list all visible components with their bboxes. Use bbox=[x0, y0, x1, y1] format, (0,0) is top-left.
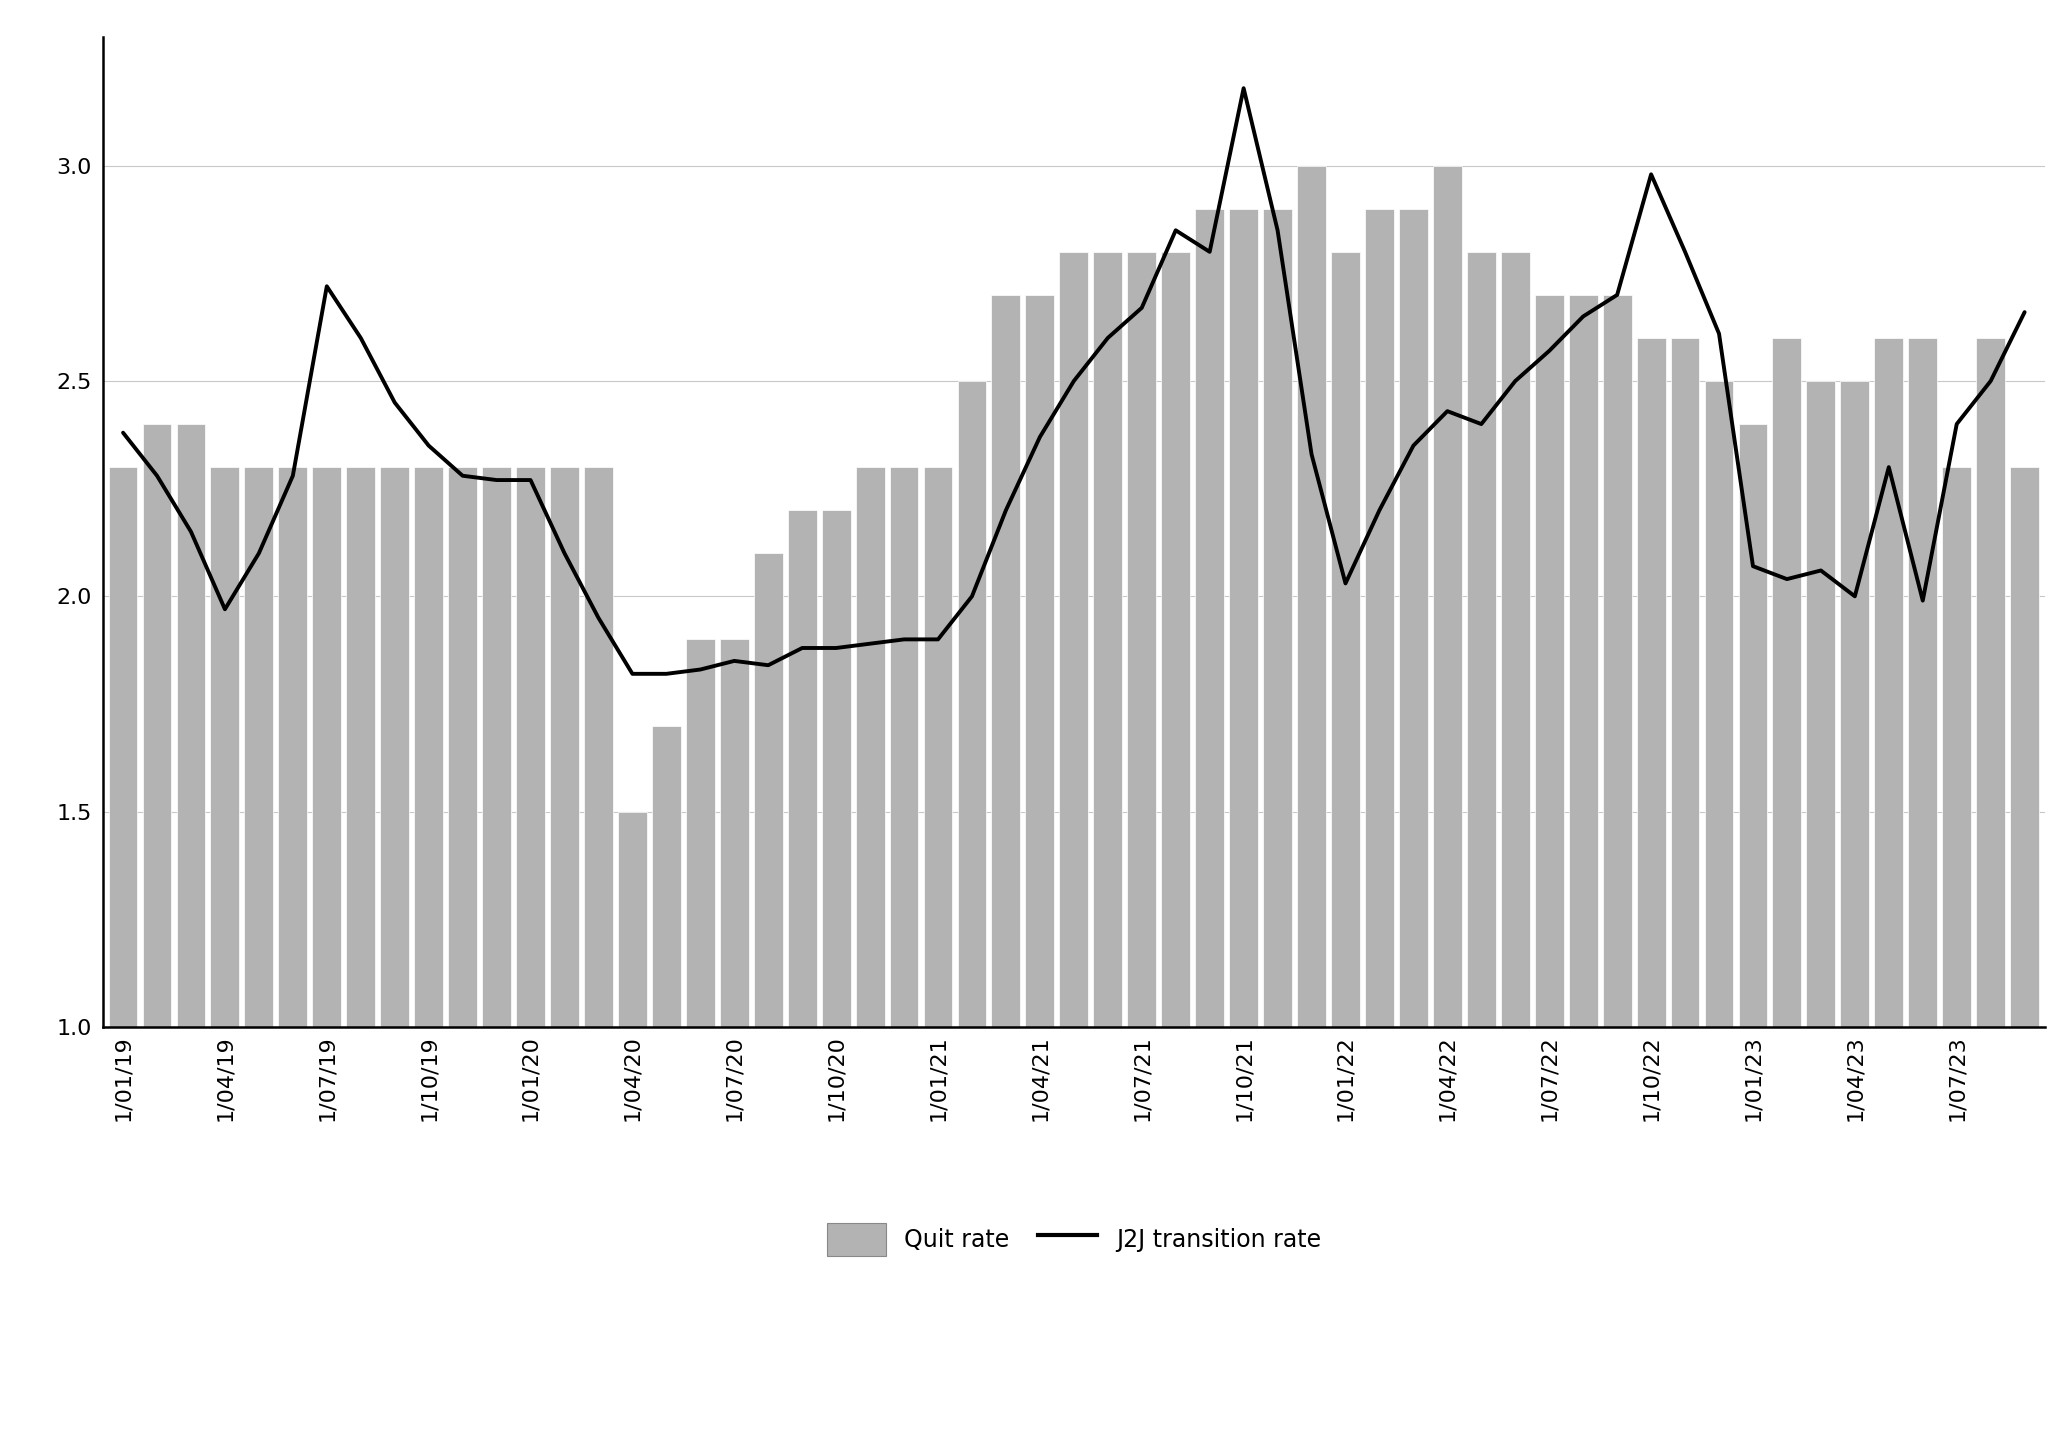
Bar bbox=[210, 467, 239, 1456]
Bar bbox=[1603, 296, 1632, 1456]
Bar bbox=[1230, 208, 1259, 1456]
Bar bbox=[923, 467, 952, 1456]
Bar bbox=[719, 639, 748, 1456]
Bar bbox=[1059, 252, 1088, 1456]
Bar bbox=[686, 639, 715, 1456]
Bar bbox=[1875, 338, 1903, 1456]
Bar bbox=[1976, 338, 2004, 1456]
Bar bbox=[958, 381, 987, 1456]
Bar bbox=[1671, 338, 1699, 1456]
Bar bbox=[1704, 381, 1732, 1456]
Bar bbox=[1127, 252, 1156, 1456]
Bar bbox=[1807, 381, 1835, 1456]
Bar bbox=[109, 467, 138, 1456]
Bar bbox=[1094, 252, 1123, 1456]
Bar bbox=[991, 296, 1020, 1456]
Bar bbox=[381, 467, 410, 1456]
Bar bbox=[1502, 252, 1531, 1456]
Bar bbox=[449, 467, 478, 1456]
Bar bbox=[1840, 381, 1868, 1456]
Bar bbox=[618, 811, 647, 1456]
Bar bbox=[1638, 338, 1667, 1456]
Bar bbox=[142, 424, 171, 1456]
Bar bbox=[1026, 296, 1055, 1456]
Bar bbox=[1943, 467, 1971, 1456]
Bar bbox=[1570, 296, 1599, 1456]
Bar bbox=[2011, 467, 2039, 1456]
Bar bbox=[346, 467, 375, 1456]
Bar bbox=[1263, 208, 1292, 1456]
Bar bbox=[414, 467, 443, 1456]
Bar bbox=[1908, 338, 1936, 1456]
Bar bbox=[1467, 252, 1496, 1456]
Bar bbox=[517, 467, 546, 1456]
Bar bbox=[651, 725, 680, 1456]
Bar bbox=[1162, 252, 1191, 1456]
Bar bbox=[245, 467, 274, 1456]
Bar bbox=[482, 467, 511, 1456]
Bar bbox=[1739, 424, 1767, 1456]
Bar bbox=[855, 467, 884, 1456]
Bar bbox=[890, 467, 919, 1456]
Bar bbox=[1399, 208, 1428, 1456]
Bar bbox=[1535, 296, 1564, 1456]
Bar bbox=[550, 467, 579, 1456]
Bar bbox=[278, 467, 307, 1456]
Bar bbox=[313, 467, 342, 1456]
Bar bbox=[1331, 252, 1360, 1456]
Bar bbox=[1772, 338, 1800, 1456]
Bar bbox=[1366, 208, 1395, 1456]
Bar bbox=[1434, 166, 1463, 1456]
Legend: Quit rate, J2J transition rate: Quit rate, J2J transition rate bbox=[816, 1211, 1333, 1268]
Bar bbox=[177, 424, 206, 1456]
Bar bbox=[1195, 208, 1224, 1456]
Bar bbox=[787, 510, 816, 1456]
Bar bbox=[585, 467, 614, 1456]
Bar bbox=[822, 510, 851, 1456]
Bar bbox=[754, 553, 783, 1456]
Bar bbox=[1298, 166, 1327, 1456]
